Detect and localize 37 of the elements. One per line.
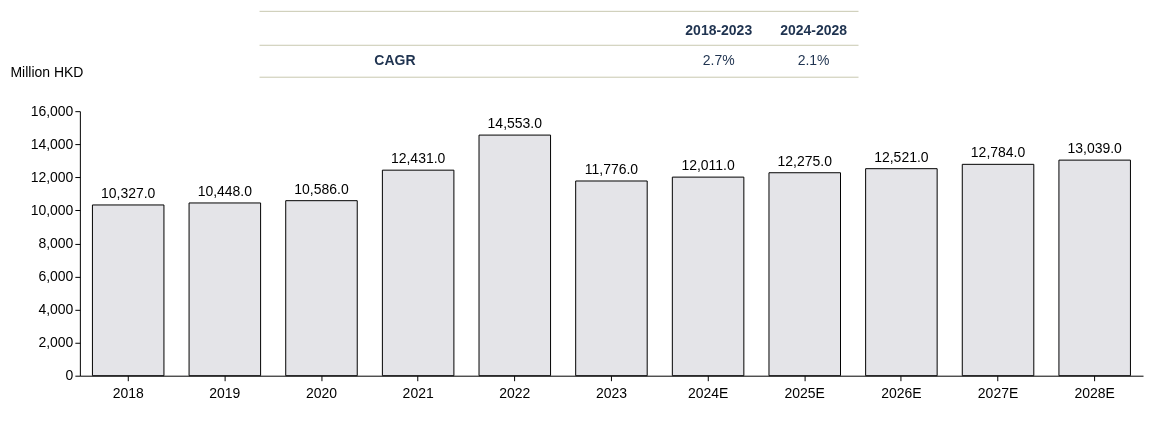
x-tick-label: 2019 <box>209 385 241 402</box>
x-tick-label: 2022 <box>499 385 531 402</box>
data-label: 12,784.0 <box>970 144 1026 161</box>
x-tick-label: 2027E <box>977 385 1019 402</box>
text: 2018-2023 <box>685 22 753 39</box>
y-tick-label: 14,000 <box>30 135 74 152</box>
x-tick-label: 2026E <box>881 385 922 402</box>
text: CAGR <box>374 52 416 69</box>
data-label: 13,039.0 <box>1067 140 1123 157</box>
x-tick-label: 2021 <box>402 385 434 402</box>
x-tick-label: 2024E <box>687 385 729 402</box>
data-label: 10,327.0 <box>101 184 156 201</box>
data-label: 12,011.0 <box>681 157 735 174</box>
y-tick-label: 8,000 <box>38 234 74 251</box>
y-tick-label: 2,000 <box>38 334 74 351</box>
data-label: 12,521.0 <box>874 148 929 165</box>
y-tick-label: 4,000 <box>38 301 74 318</box>
text: 2.7% <box>702 52 735 69</box>
x-tick-label: 2018 <box>112 385 144 402</box>
y-tick-label: 12,000 <box>30 168 74 185</box>
y-tick-label: 10,000 <box>30 201 74 218</box>
x-tick-label: 2023 <box>595 385 628 402</box>
y-axis-title: Million HKD <box>10 63 84 80</box>
data-label: 12,431.0 <box>390 150 446 167</box>
y-tick-label: 6,000 <box>38 267 74 284</box>
data-label: 10,586.0 <box>294 180 349 197</box>
y-tick-label: 0 <box>65 367 74 384</box>
data-label: 14,553.0 <box>487 115 543 132</box>
text: 2.1% <box>797 52 830 69</box>
data-label: 10,448.0 <box>197 182 253 199</box>
y-tick-label: 16,000 <box>30 102 74 119</box>
data-label: 12,275.0 <box>777 152 833 169</box>
x-tick-label: 2020 <box>305 385 338 402</box>
x-tick-label: 2028E <box>1074 385 1115 402</box>
data-label: 11,776.0 <box>584 161 639 178</box>
x-tick-label: 2025E <box>784 385 825 402</box>
text: 2024-2028 <box>780 22 848 39</box>
